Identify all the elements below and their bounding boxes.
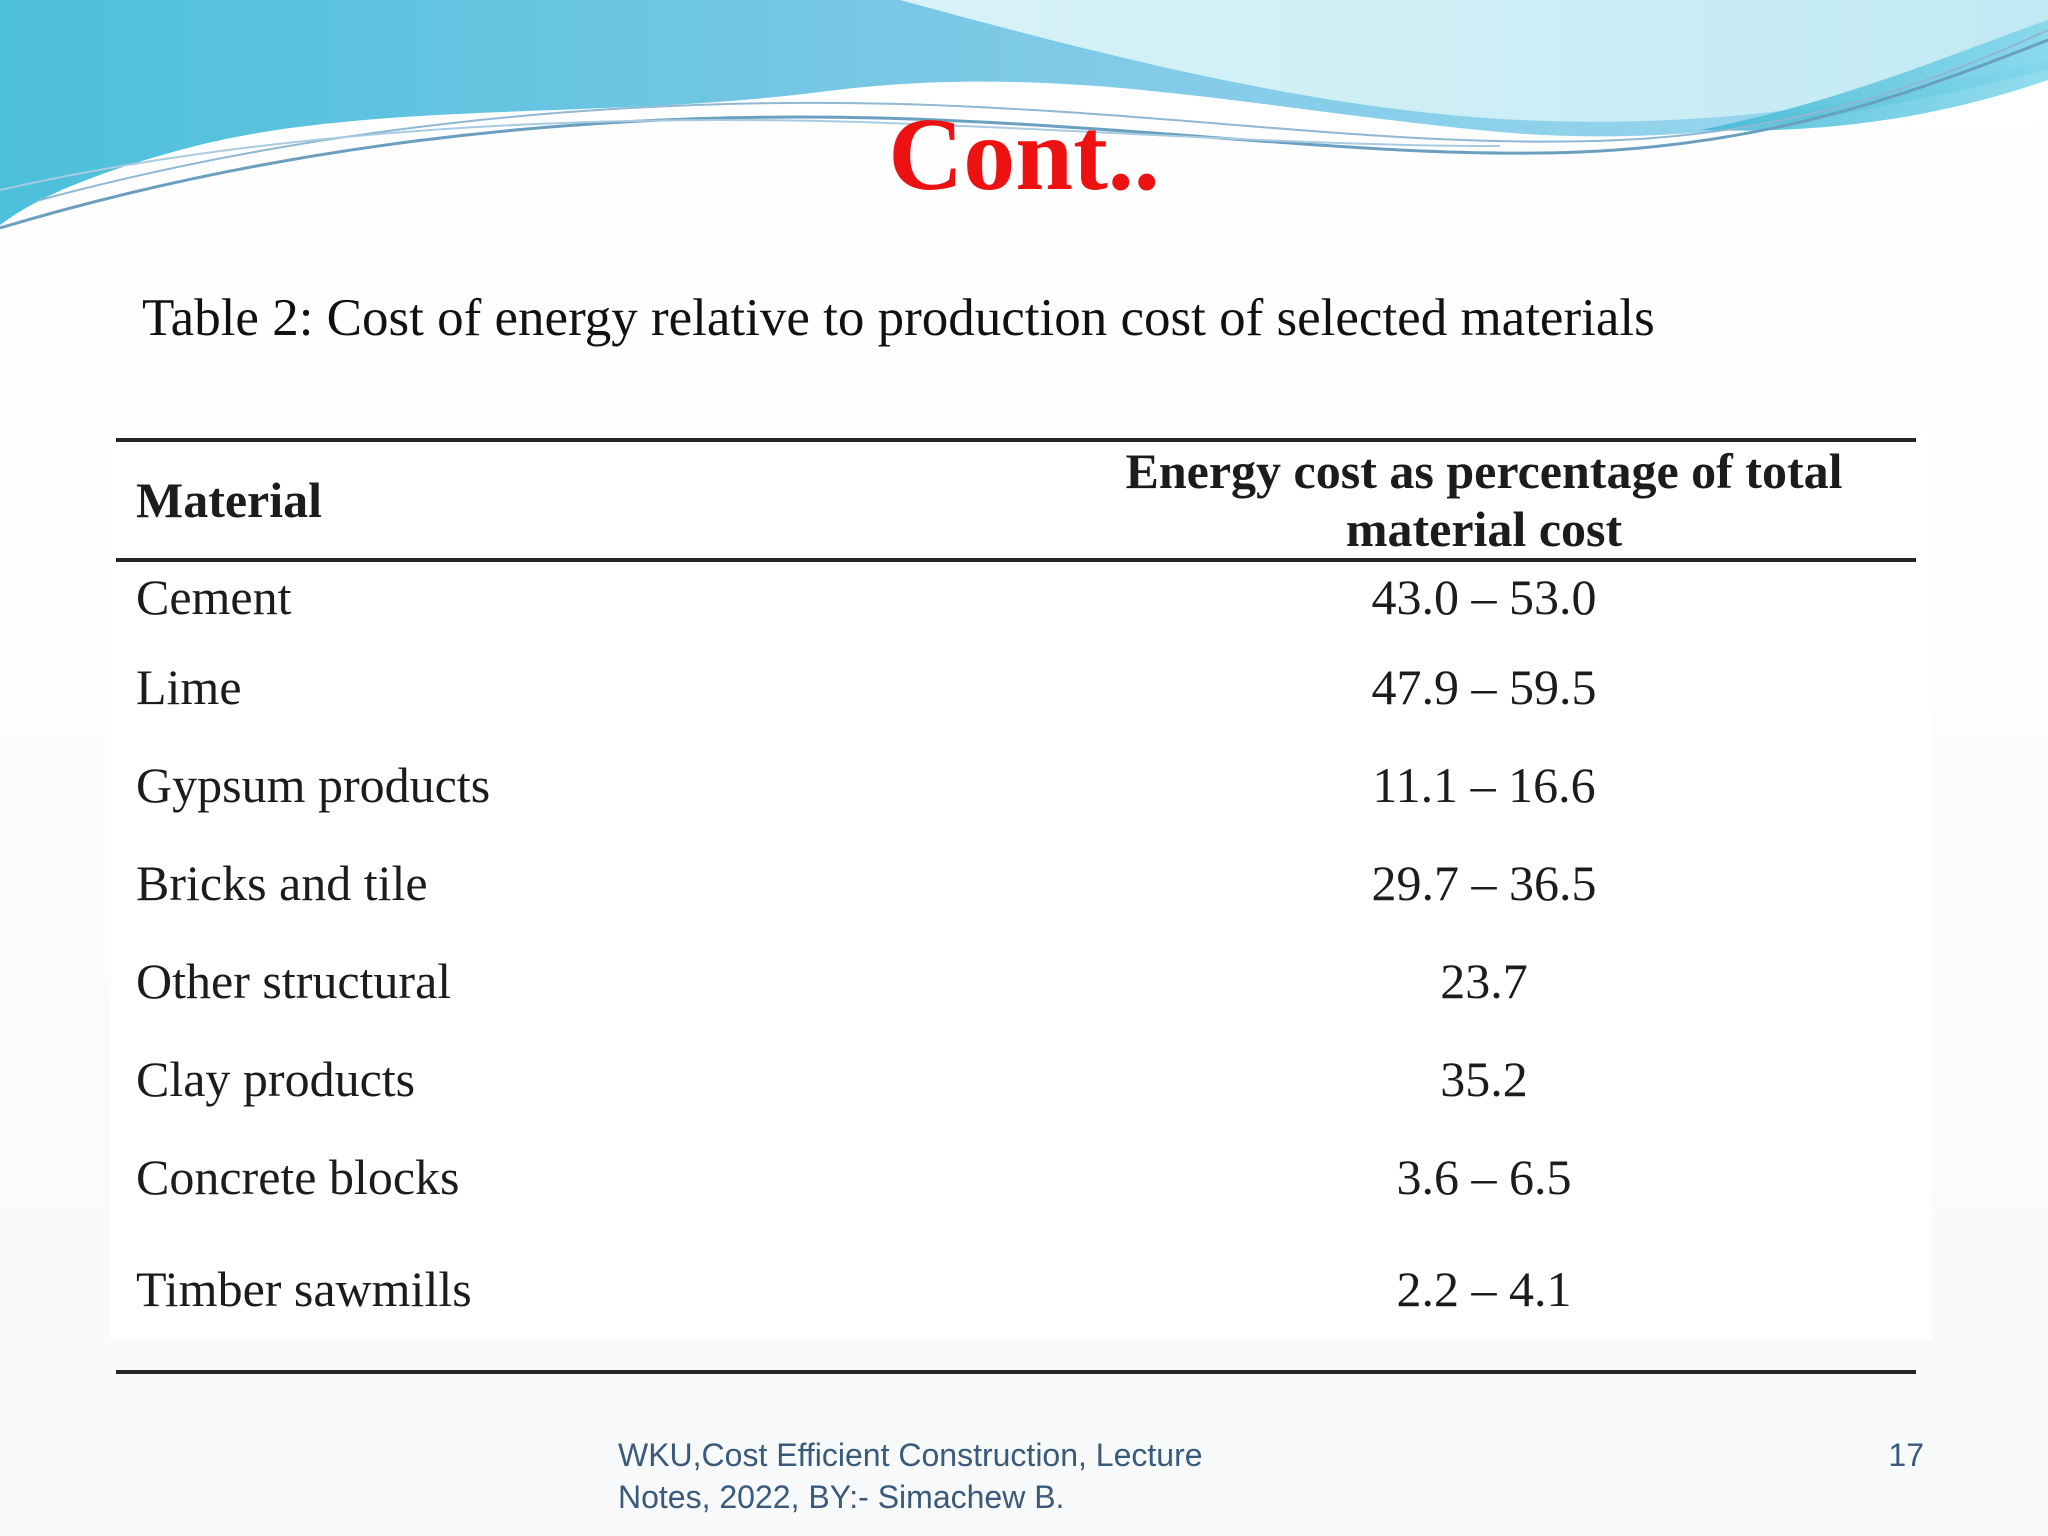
wave-line-3 [0,118,1501,191]
table-row: Gypsum products 11.1 – 16.6 [116,736,1916,834]
row-energy-cost: 43.0 – 53.0 [1371,569,1597,625]
wave-band-right [1700,20,2048,131]
row-material: Lime [136,659,242,715]
table-caption: Table 2: Cost of energy relative to prod… [142,289,1655,347]
row-energy-cost: 2.2 – 4.1 [1396,1261,1572,1317]
table-image-region: Material Energy cost as percentage of to… [110,428,1932,1372]
row-material: Cement [136,569,292,625]
energy-cost-table: Material Energy cost as percentage of to… [116,438,1916,1374]
table-header-row: Material Energy cost as percentage of to… [116,440,1916,560]
wave-line-2 [39,29,2048,201]
table-row: Bricks and tile 29.7 – 36.5 [116,834,1916,932]
row-material: Other structural [136,953,452,1009]
row-material: Timber sawmills [136,1261,472,1317]
slide-title: Cont.. [888,97,1160,212]
footer-line-2: Notes, 2022, BY:- Simachew B. [618,1479,1065,1515]
table-row: Clay products 35.2 [116,1030,1916,1128]
row-material: Bricks and tile [136,855,428,911]
table-row: Other structural 23.7 [116,932,1916,1030]
row-energy-cost: 3.6 – 6.5 [1396,1149,1572,1205]
footer-citation: WKU,Cost Efficient Construction, Lecture… [618,1434,1318,1518]
row-material: Concrete blocks [136,1149,460,1205]
wave-line-1 [0,38,2048,230]
row-energy-cost: 47.9 – 59.5 [1371,659,1597,715]
row-energy-cost: 35.2 [1440,1051,1528,1107]
row-material: Clay products [136,1051,416,1107]
wave-band-light [900,0,2048,122]
table-row: Lime 47.9 – 59.5 [116,638,1916,736]
decorative-wave-header [0,0,2048,230]
row-energy-cost: 29.7 – 36.5 [1371,855,1597,911]
header-energy-cost: Energy cost as percentage of total mater… [1125,443,1843,557]
row-energy-cost: 11.1 – 16.6 [1372,757,1596,813]
header-material: Material [136,472,323,528]
row-material: Gypsum products [136,757,491,813]
footer-line-1: WKU,Cost Efficient Construction, Lecture [618,1437,1203,1473]
table-row: Cement 43.0 – 53.0 [116,560,1916,638]
table-row: Timber sawmills 2.2 – 4.1 [116,1226,1916,1372]
page-number: 17 [1888,1437,1924,1473]
table-row: Concrete blocks 3.6 – 6.5 [116,1128,1916,1226]
row-energy-cost: 23.7 [1440,953,1528,1009]
